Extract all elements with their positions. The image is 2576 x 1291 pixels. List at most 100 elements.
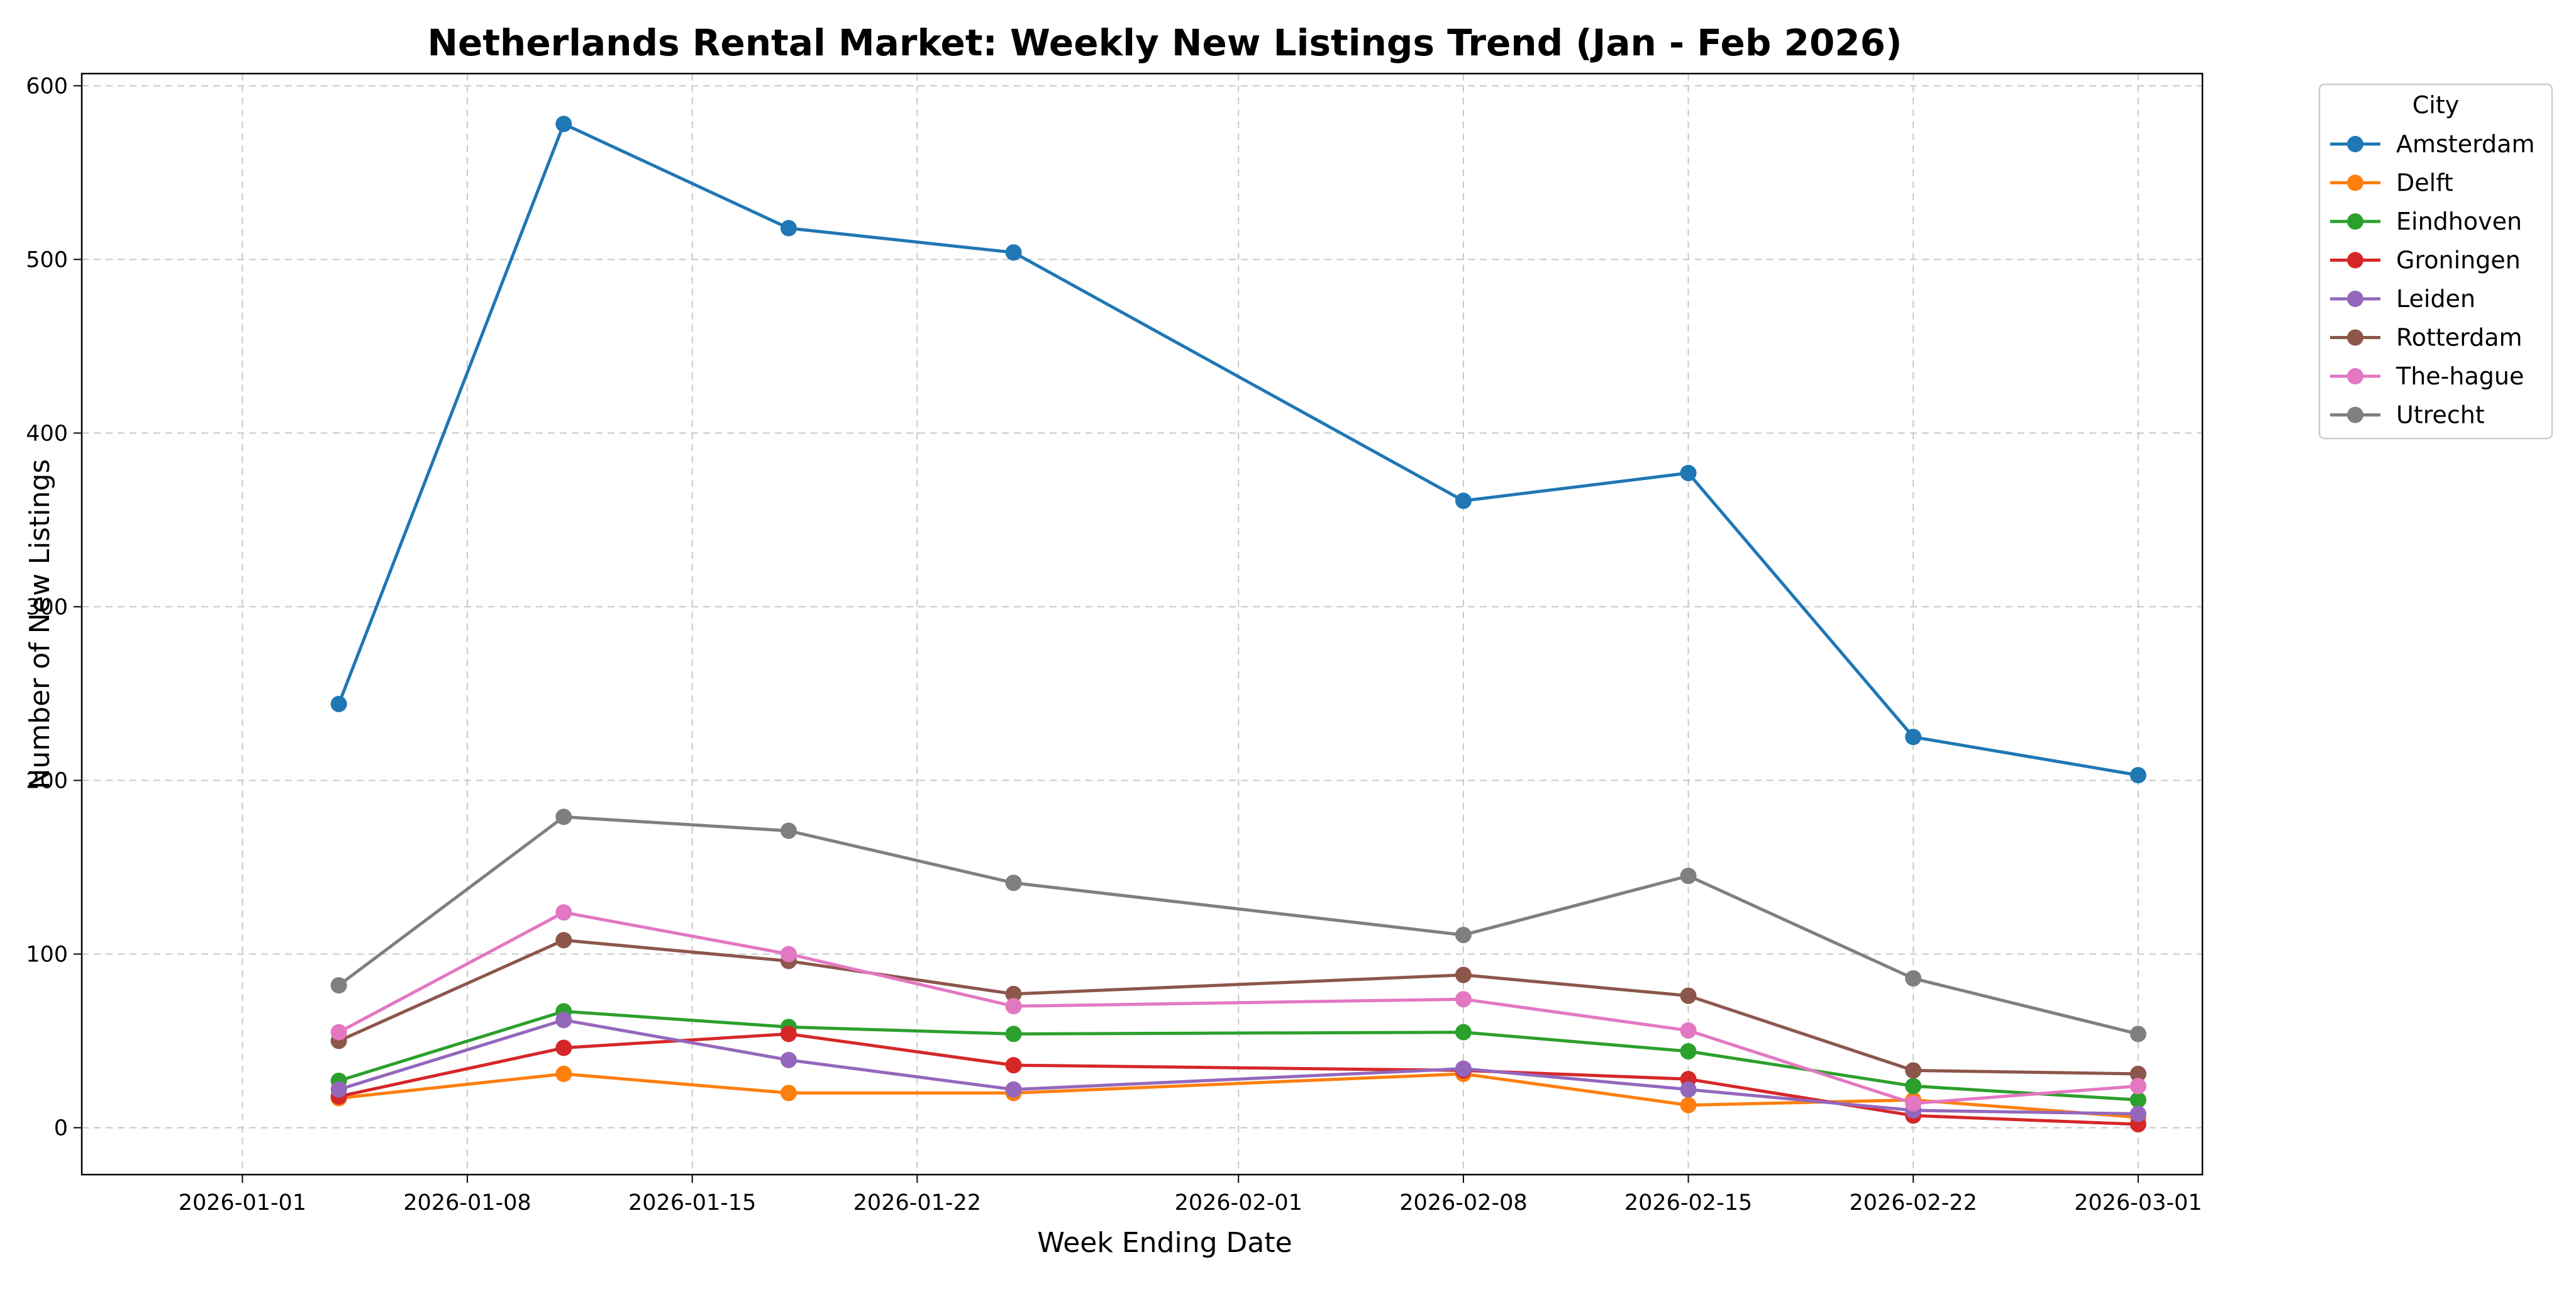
x-tick-label: 2026-02-08 bbox=[1399, 1190, 1527, 1216]
legend-item-groningen: Groningen bbox=[2330, 247, 2521, 274]
data-point-utrecht bbox=[1455, 927, 1472, 944]
data-point-amsterdam bbox=[1455, 493, 1472, 510]
data-point-utrecht bbox=[1005, 875, 1022, 891]
legend-swatch-marker bbox=[2347, 329, 2363, 346]
y-tick-label: 300 bbox=[26, 595, 68, 620]
data-point-leiden bbox=[1455, 1060, 1472, 1077]
series-the-hague bbox=[330, 904, 2146, 1112]
data-point-leiden bbox=[2129, 1105, 2146, 1122]
x-tick-label: 2026-03-01 bbox=[2074, 1190, 2202, 1216]
x-tick-label: 2026-02-22 bbox=[1849, 1190, 1977, 1216]
legend: City Amsterdam Delft Eindhoven Groningen Lei… bbox=[2318, 83, 2553, 440]
data-point-amsterdam bbox=[2129, 767, 2146, 784]
legend-item-the-hague: The-hague bbox=[2330, 362, 2524, 390]
data-point-the-hague bbox=[1455, 991, 1472, 1008]
data-point-the-hague bbox=[780, 946, 797, 963]
data-point-amsterdam bbox=[1005, 244, 1022, 261]
data-point-groningen bbox=[1005, 1057, 1022, 1074]
legend-title: City bbox=[2412, 91, 2459, 119]
plot-frame bbox=[80, 72, 2204, 1176]
legend-label: Utrecht bbox=[2396, 401, 2485, 429]
y-tick-label: 100 bbox=[26, 942, 68, 967]
data-point-eindhoven bbox=[1680, 1043, 1697, 1060]
series-utrecht bbox=[330, 808, 2146, 1042]
legend-label: Leiden bbox=[2396, 285, 2475, 313]
data-point-leiden bbox=[780, 1051, 797, 1068]
data-point-eindhoven bbox=[1905, 1078, 1922, 1095]
data-point-delft bbox=[780, 1085, 797, 1102]
data-point-amsterdam bbox=[1680, 464, 1697, 481]
legend-swatch-marker bbox=[2347, 174, 2363, 191]
legend-label: Groningen bbox=[2396, 247, 2521, 274]
x-tick-label: 2026-01-15 bbox=[628, 1190, 756, 1216]
x-tick-label: 2026-01-01 bbox=[179, 1190, 306, 1216]
data-point-amsterdam bbox=[1905, 729, 1922, 746]
legend-frame bbox=[2318, 83, 2553, 440]
data-point-delft bbox=[555, 1065, 572, 1082]
data-point-rotterdam bbox=[1905, 1062, 1922, 1079]
series-layer bbox=[330, 116, 2146, 1132]
legend-item-eindhoven: Eindhoven bbox=[2330, 208, 2522, 235]
data-point-rotterdam bbox=[2129, 1065, 2146, 1082]
data-point-utrecht bbox=[1680, 868, 1697, 885]
data-point-utrecht bbox=[330, 977, 347, 994]
data-point-groningen bbox=[780, 1026, 797, 1042]
series-line-delft bbox=[337, 1072, 2140, 1119]
chart-title: Netherlands Rental Market: Weekly New Li… bbox=[427, 21, 1902, 64]
legend-item-leiden: Leiden bbox=[2330, 285, 2475, 313]
series-amsterdam bbox=[330, 116, 2146, 784]
data-point-rotterdam bbox=[1680, 987, 1697, 1004]
data-point-groningen bbox=[555, 1039, 572, 1056]
data-point-the-hague bbox=[1905, 1095, 1922, 1112]
data-point-delft bbox=[1680, 1097, 1697, 1114]
legend-label: Amsterdam bbox=[2396, 130, 2534, 158]
data-point-utrecht bbox=[1905, 970, 1922, 987]
series-line-rotterdam bbox=[337, 938, 2140, 1076]
data-point-rotterdam bbox=[1005, 985, 1022, 1002]
legend-label: Delft bbox=[2396, 169, 2453, 197]
y-tick-label: 400 bbox=[26, 421, 68, 446]
x-axis-label: Week Ending Date bbox=[1037, 1227, 1292, 1259]
legend-swatch-marker bbox=[2347, 252, 2363, 269]
y-tick-label: 200 bbox=[26, 768, 68, 793]
legend-item-amsterdam: Amsterdam bbox=[2330, 130, 2534, 158]
legend-swatch-marker bbox=[2347, 368, 2363, 384]
x-tick-label: 2026-02-01 bbox=[1175, 1190, 1302, 1216]
x-tick-label: 2026-01-22 bbox=[853, 1190, 981, 1216]
data-point-the-hague bbox=[555, 904, 572, 921]
data-point-the-hague bbox=[1005, 998, 1022, 1015]
legend-item-utrecht: Utrecht bbox=[2330, 401, 2485, 429]
data-point-eindhoven bbox=[1005, 1026, 1022, 1042]
data-point-the-hague bbox=[2129, 1078, 2146, 1095]
legend-swatch-marker bbox=[2347, 291, 2363, 307]
data-point-utrecht bbox=[555, 808, 572, 825]
legend-items: Amsterdam Delft Eindhoven Groningen Leiden Ro… bbox=[2330, 130, 2534, 429]
legend-label: Eindhoven bbox=[2396, 208, 2522, 235]
series-line-the-hague bbox=[337, 910, 2140, 1105]
data-point-rotterdam bbox=[1455, 966, 1472, 983]
data-point-utrecht bbox=[2129, 1026, 2146, 1042]
data-point-eindhoven bbox=[1455, 1024, 1472, 1041]
series-line-amsterdam bbox=[337, 122, 2140, 777]
y-tick-label: 500 bbox=[26, 247, 68, 272]
x-tick-label: 2026-01-08 bbox=[403, 1190, 531, 1216]
data-point-the-hague bbox=[1680, 1022, 1697, 1039]
data-point-leiden bbox=[555, 1012, 572, 1029]
series-line-eindhoven bbox=[337, 1010, 2140, 1102]
series-line-groningen bbox=[337, 1032, 2140, 1126]
series-rotterdam bbox=[330, 932, 2146, 1082]
data-point-eindhoven bbox=[2129, 1092, 2146, 1109]
data-point-leiden bbox=[1005, 1081, 1022, 1098]
series-line-utrecht bbox=[337, 815, 2140, 1036]
y-tick-label: 600 bbox=[26, 74, 68, 99]
y-axis-label: Number of New Listings bbox=[24, 459, 56, 790]
legend-item-rotterdam: Rotterdam bbox=[2330, 324, 2523, 352]
data-point-amsterdam bbox=[330, 695, 347, 712]
legend-label: Rotterdam bbox=[2396, 324, 2523, 352]
legend-swatch-marker bbox=[2347, 136, 2363, 152]
data-point-rotterdam bbox=[555, 932, 572, 949]
data-point-the-hague bbox=[330, 1024, 347, 1041]
axis-ticks: 2026-01-01 2026-01-08 2026-01-15 2026-01-22… bbox=[26, 74, 2202, 1216]
data-point-utrecht bbox=[780, 822, 797, 839]
